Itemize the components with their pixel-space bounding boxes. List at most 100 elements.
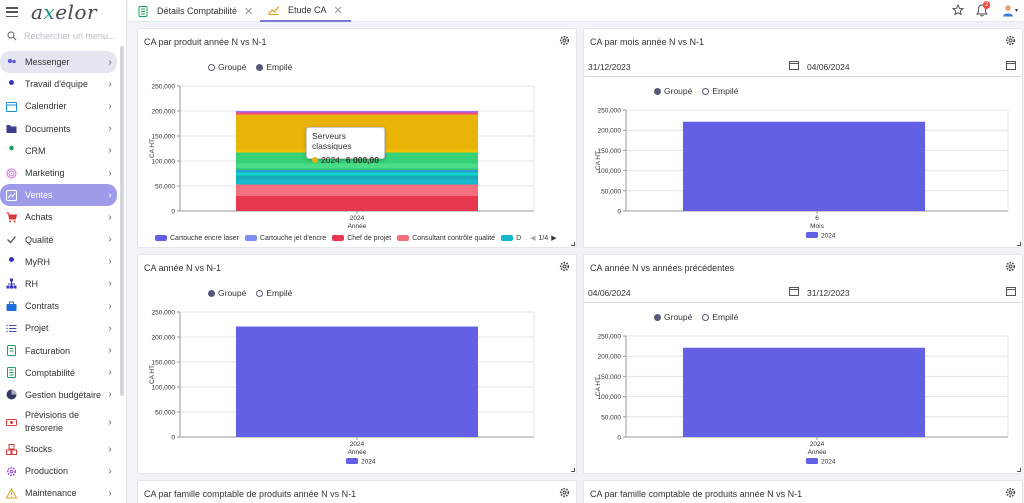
sidebar-item-rh[interactable]: RH ›	[0, 273, 117, 295]
radio-empile[interactable]: Empilé	[702, 86, 738, 96]
date-from-field[interactable]: 04/06/2024	[588, 288, 631, 298]
bar-chart[interactable]: 0 50,000 100,000 150,000 200,000 250,000 CA HT…	[584, 331, 1023, 471]
chart-legend: Cartouche encre laser Cartouche jet d'enc…	[155, 234, 557, 242]
sidebar-item-myrh[interactable]: MyRH ›	[0, 251, 117, 273]
calendar-icon[interactable]	[789, 286, 799, 296]
chart-bar[interactable]	[236, 326, 478, 438]
chart-line-icon	[6, 189, 17, 201]
sidebar-item-gestion-budgetaire[interactable]: Gestion budgétaire ›	[0, 384, 117, 406]
sidebar-item-label: Maintenance	[25, 488, 77, 499]
sidebar-item-documents[interactable]: Documents ›	[0, 118, 117, 140]
chart-bar[interactable]	[236, 184, 478, 197]
legend-item[interactable]: Consultant contrôle qualité	[397, 235, 495, 242]
resize-handle[interactable]	[571, 242, 575, 246]
sidebar-item-achats[interactable]: Achats ›	[0, 206, 117, 228]
radio-groupe[interactable]: Groupé	[654, 312, 692, 322]
chevron-right-icon: ›	[108, 465, 112, 477]
cash-icon	[6, 417, 17, 428]
sidebar-item-projet[interactable]: Projet ›	[0, 317, 117, 339]
y-axis-label: CA HT	[595, 377, 602, 396]
y-tick-label: 0	[171, 209, 175, 216]
tab-details-comptabilite[interactable]: Détails Comptabilité ✕	[138, 0, 253, 22]
chart-bar[interactable]	[236, 111, 478, 112]
date-from-field[interactable]: 31/12/2023	[588, 62, 631, 72]
calendar-icon[interactable]	[789, 60, 799, 70]
settings-gear-icon[interactable]	[559, 261, 570, 272]
sidebar-item-messenger[interactable]: Messenger ›	[0, 51, 117, 74]
chart-bar[interactable]	[683, 347, 925, 437]
sidebar-item-label: Facturation	[25, 345, 71, 356]
legend-item[interactable]: Chef de projet	[332, 235, 391, 242]
sidebar-item-ventes[interactable]: Ventes ›	[0, 184, 117, 207]
sidebar-item-label: Qualité	[25, 234, 54, 245]
sidebar-scrollbar[interactable]	[120, 46, 124, 396]
settings-gear-icon[interactable]	[1005, 487, 1016, 498]
close-icon[interactable]: ✕	[244, 5, 254, 18]
bar-chart[interactable]: 0 50,000 100,000 150,000 200,000 250,000 CA HT…	[138, 307, 577, 471]
chart-bar[interactable]	[236, 168, 478, 171]
panel-ca-annee: CA année N vs N-1 Groupé Empilé 0 50,000 1…	[137, 254, 577, 474]
sidebar-item-calendrier[interactable]: Calendrier ›	[0, 95, 117, 117]
calendar-icon[interactable]	[1006, 60, 1016, 70]
date-to-field[interactable]: 31/12/2023	[807, 288, 850, 298]
user-menu[interactable]: ▾	[1002, 4, 1018, 17]
app-logo[interactable]: axelor	[31, 0, 98, 24]
y-tick-label: 50,000	[601, 188, 621, 195]
y-tick-label: 200,000	[152, 335, 176, 342]
chart-bar[interactable]	[236, 175, 478, 180]
sidebar-item-facturation[interactable]: Facturation ›	[0, 339, 117, 361]
sidebar-item-contrats[interactable]: Contrats ›	[0, 295, 117, 317]
sidebar-item-qualite[interactable]: Qualité ›	[0, 229, 117, 251]
hamburger-menu-icon[interactable]	[6, 7, 18, 17]
radio-groupe[interactable]: Groupé	[654, 86, 692, 96]
legend-prev-icon[interactable]: ◀	[530, 235, 536, 242]
date-range: 04/06/2024 31/12/2023	[584, 283, 1022, 303]
chevron-right-icon: ›	[108, 167, 112, 179]
close-icon[interactable]: ✕	[333, 4, 343, 17]
menu-search[interactable]: Rechercher un menu...	[0, 24, 126, 48]
legend-item[interactable]: Cartouche jet d'encre	[244, 235, 326, 242]
sidebar-item-production[interactable]: Production ›	[0, 460, 117, 482]
sidebar-item-comptabilite[interactable]: Comptabilité ›	[0, 362, 117, 384]
chart-bar[interactable]	[236, 172, 478, 176]
sidebar-item-stocks[interactable]: Stocks ›	[0, 438, 117, 460]
radio-empile[interactable]: Empilé	[702, 312, 738, 322]
chart-bar[interactable]	[236, 163, 478, 169]
sidebar-header: axelor	[0, 0, 126, 24]
resize-handle[interactable]	[1017, 468, 1021, 472]
date-to-field[interactable]: 04/06/2024	[807, 62, 850, 72]
settings-gear-icon[interactable]	[1005, 35, 1016, 46]
list-icon	[6, 323, 17, 334]
legend-item[interactable]: Cartouche encre laser	[155, 235, 239, 242]
radio-groupe[interactable]: Groupé	[208, 288, 246, 298]
settings-gear-icon[interactable]	[1005, 261, 1016, 272]
settings-gear-icon[interactable]	[559, 487, 570, 498]
chart-bar[interactable]	[236, 111, 478, 113]
chart-bar[interactable]	[236, 179, 478, 185]
bar-chart[interactable]: 0 50,000 100,000 150,000 200,000 250,000 CA HT…	[584, 105, 1023, 248]
radio-groupe[interactable]: Groupé	[208, 62, 246, 72]
tab-etude-ca[interactable]: Etude CA ✕	[260, 0, 351, 22]
legend-item[interactable]: D	[501, 235, 521, 242]
settings-gear-icon[interactable]	[559, 35, 570, 46]
star-icon[interactable]	[951, 4, 964, 16]
calendar-icon[interactable]	[1006, 286, 1016, 296]
radio-empile[interactable]: Empilé	[256, 62, 292, 72]
chart-bar[interactable]	[236, 170, 478, 173]
sidebar-item-travail-d-equipe[interactable]: Travail d'équipe ›	[0, 73, 117, 95]
legend-next-icon[interactable]: ▶	[551, 235, 557, 242]
resize-handle[interactable]	[1017, 242, 1021, 246]
sidebar-item-marketing[interactable]: Marketing ›	[0, 162, 117, 184]
notifications-button[interactable]: 2	[976, 1, 991, 17]
radio-empile[interactable]: Empilé	[256, 288, 292, 298]
sidebar-item-previsions-de-tresorerie[interactable]: Prévisions de trésorerie ›	[0, 406, 117, 438]
chart-bar[interactable]	[236, 112, 478, 115]
chart-bar[interactable]	[236, 196, 478, 211]
legend-label: 2024	[821, 459, 836, 466]
sidebar-item-maintenance[interactable]: Maintenance ›	[0, 482, 117, 503]
y-tick-label: 200,000	[152, 109, 176, 116]
resize-handle[interactable]	[571, 468, 575, 472]
x-axis-label: Année	[348, 449, 367, 456]
chart-bar[interactable]	[683, 121, 925, 211]
sidebar-item-crm[interactable]: CRM ›	[0, 140, 117, 162]
